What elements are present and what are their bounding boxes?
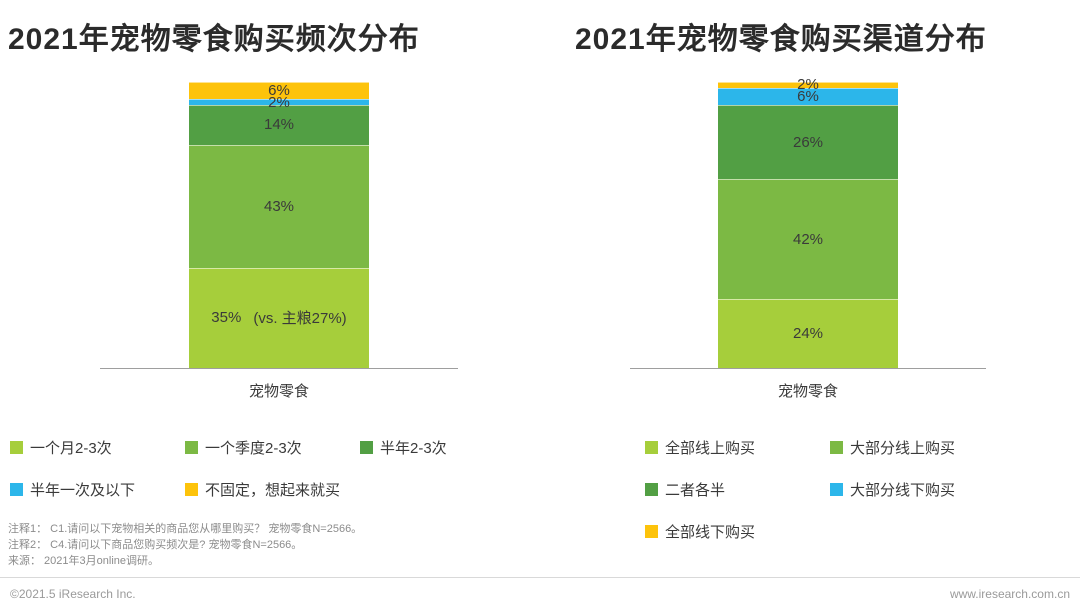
copyright: ©2021.5 iResearch Inc. xyxy=(10,587,136,601)
footnotes: 注释1： C1.请问以下宠物相关的商品您从哪里购买？ 宠物零食N=2566。 注… xyxy=(8,521,362,569)
legend-item: 大部分线上购买 xyxy=(830,437,1015,458)
stacked-bar: 24% 42% 26% 6% 2% xyxy=(718,77,898,368)
segment-value-label: 6% xyxy=(268,82,290,100)
legend-label: 不固定，想起来就买 xyxy=(205,482,341,499)
legend-swatch xyxy=(830,441,843,454)
legend-item: 半年一次及以下 xyxy=(10,479,185,500)
website-url: www.iresearch.com.cn xyxy=(949,587,1070,601)
legend-item: 一个月2-3次 xyxy=(10,437,185,458)
legend-item: 全部线下购买 xyxy=(645,521,830,542)
legend-item: 二者各半 xyxy=(645,479,830,500)
legend: 一个月2-3次 一个季度2-3次 半年2-3次半年一次及以下 不固定，想起来就买 xyxy=(10,437,535,500)
legend-item: 不固定，想起来就买 xyxy=(185,479,360,500)
segment-value-label: 42% xyxy=(792,230,824,248)
footnote: 来源： 2021年3月online调研。 xyxy=(8,555,160,567)
legend-swatch xyxy=(645,483,658,496)
segment-value-label: 35% xyxy=(211,309,242,327)
legend-swatch xyxy=(10,441,23,454)
bar-segment: 42% xyxy=(718,179,898,300)
legend-swatch xyxy=(185,483,198,496)
bar-segment: 26% xyxy=(718,104,898,180)
legend-swatch xyxy=(830,483,843,496)
plot-area: 24% 42% 26% 6% 2% 宠物零食 xyxy=(630,77,986,400)
chart-title: 2021年宠物零食购买频次分布 xyxy=(8,23,420,56)
legend-swatch xyxy=(185,441,198,454)
x-axis xyxy=(630,368,986,369)
chart-purchase-frequency: 2021年宠物零食购买频次分布 35% (vs. 主粮27%) 43% 14% 2% 6%… xyxy=(0,0,540,520)
chart-title: 2021年宠物零食购买渠道分布 xyxy=(575,23,987,56)
legend-swatch xyxy=(360,441,373,454)
x-axis xyxy=(100,368,458,369)
legend-label: 大部分线下购买 xyxy=(850,482,956,499)
legend-label: 大部分线上购买 xyxy=(850,440,956,457)
legend-item: 一个季度2-3次 xyxy=(185,437,360,458)
bar-segment: 43% xyxy=(189,144,369,268)
legend: 全部线上购买 大部分线上购买二者各半 大部分线下购买全部线下购买 xyxy=(645,437,1015,542)
legend-swatch xyxy=(645,441,658,454)
bar-segment: 6% xyxy=(718,87,898,105)
bar-segment: 6% xyxy=(189,82,369,100)
page-footer: ©2021.5 iResearch Inc. www.iresearch.com… xyxy=(0,577,1080,610)
segment-value-label: 26% xyxy=(792,133,824,151)
stacked-bar: 35% (vs. 主粮27%) 43% 14% 2% 6% xyxy=(189,82,369,368)
legend-swatch xyxy=(10,483,23,496)
segment-annotation: (vs. 主粮27%) xyxy=(253,310,347,328)
bar-segment: 2% xyxy=(718,77,898,92)
plot-area: 35% (vs. 主粮27%) 43% 14% 2% 6% 宠物零食 xyxy=(100,82,458,400)
bar-segment: 24% xyxy=(718,299,898,368)
segment-value-label: 14% xyxy=(263,116,295,134)
footnote: 注释2： C4.请问以下商品您购买频次是? 宠物零食N=2566。 xyxy=(8,539,303,551)
legend-label: 二者各半 xyxy=(665,482,726,499)
legend-label: 全部线上购买 xyxy=(665,440,756,457)
segment-value-label: 24% xyxy=(792,325,824,343)
legend-label: 一个月2-3次 xyxy=(30,440,112,457)
segment-value-label: 43% xyxy=(263,197,295,215)
x-axis-label: 宠物零食 xyxy=(248,383,309,400)
legend-label: 全部线下购买 xyxy=(665,524,756,541)
legend-item: 大部分线下购买 xyxy=(830,479,1015,500)
bar-segment: 35% (vs. 主粮27%) xyxy=(189,267,369,368)
segment-value-label: 2% xyxy=(268,93,290,111)
legend-label: 一个季度2-3次 xyxy=(205,440,302,457)
segment-value-label: 2% xyxy=(797,76,819,94)
legend-item: 全部线上购买 xyxy=(645,437,830,458)
segment-value-label: 6% xyxy=(797,87,819,105)
legend-label: 半年2-3次 xyxy=(380,440,447,457)
legend-swatch xyxy=(645,525,658,538)
footnote: 注释1： C1.请问以下宠物相关的商品您从哪里购买？ 宠物零食N=2566。 xyxy=(8,523,363,535)
bar-segment: 14% xyxy=(189,104,369,145)
bar-segment: 2% xyxy=(189,95,369,110)
legend-item: 半年2-3次 xyxy=(360,437,535,458)
legend-label: 半年一次及以下 xyxy=(30,482,136,499)
chart-purchase-channel: 2021年宠物零食购买渠道分布 24% 42% 26% 6% 2% 宠物零食 全部线上购… xyxy=(540,0,1080,541)
x-axis-label: 宠物零食 xyxy=(777,383,838,400)
